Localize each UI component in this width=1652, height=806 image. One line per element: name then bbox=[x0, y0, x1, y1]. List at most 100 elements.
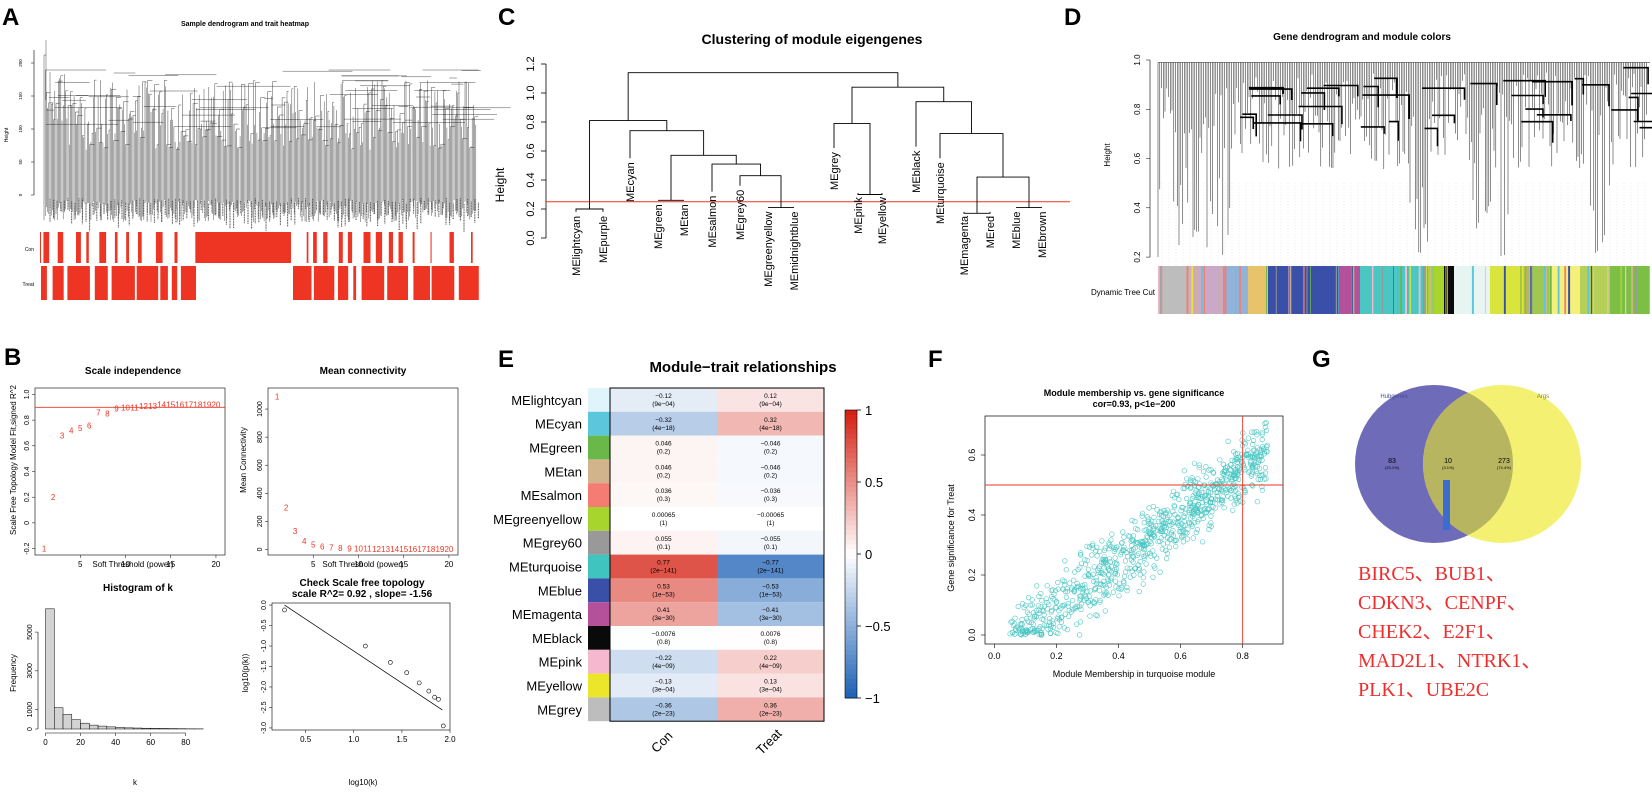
b-hist-xtick-label: 80 bbox=[181, 738, 190, 747]
b-fit-frame bbox=[271, 602, 451, 731]
f-point bbox=[1135, 527, 1141, 533]
f-point bbox=[1084, 543, 1090, 549]
f-point bbox=[1264, 448, 1270, 455]
f-point bbox=[1180, 485, 1186, 491]
e-colorbar-step bbox=[845, 669, 857, 675]
f-point bbox=[1081, 587, 1087, 593]
f-point bbox=[1150, 574, 1156, 580]
panel-d-gene-dendrogram: Gene dendrogram and module colors Height… bbox=[1091, 32, 1652, 314]
f-point bbox=[1086, 593, 1092, 599]
f-point bbox=[1077, 597, 1083, 603]
f-point bbox=[1077, 593, 1083, 599]
c-ytick-label: 0.2 bbox=[525, 201, 537, 216]
e-cell-value: 0.22 bbox=[764, 655, 777, 662]
c-dendrogram-branches bbox=[575, 72, 1042, 214]
f-point bbox=[1256, 459, 1262, 465]
b-hist-bar bbox=[150, 728, 160, 730]
f-point bbox=[1074, 621, 1080, 627]
f-point bbox=[1108, 537, 1114, 543]
f-point bbox=[1105, 592, 1111, 598]
f-point bbox=[1249, 465, 1255, 471]
f-point bbox=[1046, 619, 1053, 625]
f-point bbox=[1187, 500, 1193, 506]
f-point bbox=[1250, 447, 1257, 454]
f-point bbox=[1030, 610, 1036, 616]
e-heatmap-cell bbox=[610, 673, 717, 698]
b-hist-ytick-label: 1000 bbox=[27, 702, 34, 718]
f-point bbox=[1220, 461, 1227, 467]
e-cell-value: −0.22 bbox=[655, 655, 672, 662]
e-cell-pvalue: (0.3) bbox=[657, 496, 670, 503]
f-point bbox=[1257, 465, 1263, 472]
e-colorbar-step bbox=[845, 448, 857, 454]
f-point bbox=[1151, 563, 1157, 569]
panel-d-ylabel: Height bbox=[1103, 143, 1112, 167]
d-module-color-stripe bbox=[1310, 266, 1311, 314]
d-module-color-block bbox=[1248, 266, 1268, 314]
b-mean-xtick-label: 20 bbox=[444, 560, 453, 569]
f-point bbox=[1052, 605, 1058, 611]
e-module-swatch bbox=[588, 388, 610, 412]
e-colorbar-step bbox=[845, 501, 857, 507]
d-module-color-stripe bbox=[1303, 266, 1305, 314]
f-point bbox=[1128, 538, 1134, 544]
e-cell-value: 0.055 bbox=[655, 536, 672, 543]
f-point bbox=[1098, 581, 1104, 587]
f-point bbox=[1016, 627, 1022, 633]
b-scale-xtick-label: 15 bbox=[166, 560, 175, 569]
e-cell-value: −0.036 bbox=[760, 488, 780, 495]
f-point bbox=[1211, 470, 1217, 476]
f-point bbox=[1198, 495, 1204, 502]
a-trait-cell bbox=[160, 266, 168, 300]
f-point bbox=[1146, 505, 1152, 511]
f-point bbox=[1222, 469, 1228, 475]
f-point bbox=[1015, 603, 1021, 610]
b-mean-ytick-label: 400 bbox=[257, 487, 264, 499]
b-scale-point: 16 bbox=[175, 401, 184, 410]
f-point bbox=[1093, 548, 1099, 554]
f-point bbox=[1061, 578, 1067, 584]
f-point bbox=[1234, 500, 1240, 506]
d-module-color-stripe bbox=[1266, 266, 1268, 314]
a-trait-cell bbox=[323, 232, 328, 263]
e-heatmap-cell bbox=[610, 530, 717, 555]
f-point bbox=[1082, 582, 1088, 588]
f-point bbox=[1148, 541, 1154, 547]
e-heatmap-cell bbox=[610, 388, 717, 412]
d-module-color-stripe bbox=[1203, 266, 1205, 314]
f-point bbox=[1026, 619, 1032, 625]
f-xtick-label: 0.0 bbox=[988, 651, 1001, 661]
a-trait-cell bbox=[293, 266, 312, 300]
f-point bbox=[1235, 465, 1241, 471]
d-ytick-label: 0.4 bbox=[1133, 202, 1142, 214]
e-colorbar-step bbox=[845, 525, 857, 531]
panel-e-module-trait-heatmap: Module−trait relationships MElightcyan −0… bbox=[493, 359, 891, 758]
e-colorbar-step bbox=[845, 678, 857, 685]
f-point bbox=[1193, 488, 1199, 494]
f-point bbox=[1065, 601, 1071, 607]
f-point bbox=[1255, 476, 1261, 483]
f-point bbox=[1195, 519, 1201, 525]
f-point bbox=[1070, 597, 1076, 604]
e-colorbar-step bbox=[845, 582, 857, 589]
e-heatmap-cell bbox=[610, 459, 717, 484]
e-cell-pvalue: (0.1) bbox=[657, 544, 670, 551]
gene-line: CDKN3、CENPF、 bbox=[1358, 592, 1527, 614]
f-point bbox=[1055, 614, 1061, 620]
f-point bbox=[1091, 600, 1098, 606]
b-scale-point: 7 bbox=[96, 408, 101, 417]
b-fit-point bbox=[404, 670, 410, 675]
d-module-color-stripe bbox=[1587, 266, 1590, 314]
f-point bbox=[1130, 537, 1137, 543]
e-cell-value: 0.12 bbox=[764, 393, 777, 400]
f-ytick-label: 0.0 bbox=[967, 629, 977, 642]
f-point bbox=[1082, 557, 1088, 563]
f-point bbox=[1212, 505, 1219, 511]
b-hist-xlabel: k bbox=[133, 778, 138, 787]
b-hist-bar bbox=[71, 719, 81, 730]
f-point bbox=[1062, 558, 1068, 564]
a-trait-cell bbox=[347, 232, 353, 263]
f-xtick-label: 0.6 bbox=[1174, 651, 1187, 661]
f-point bbox=[1156, 518, 1162, 525]
e-colorbar-step bbox=[845, 453, 857, 459]
